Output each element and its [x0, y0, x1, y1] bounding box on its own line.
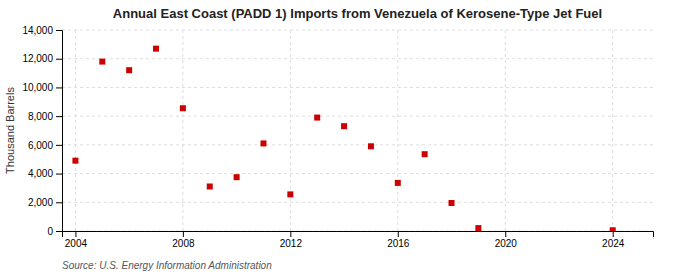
- x-tick: 2008: [172, 231, 195, 249]
- y-tick-label: 6,000: [28, 140, 53, 151]
- point: [287, 191, 293, 197]
- point: [449, 200, 455, 206]
- y-tick-mark: [56, 30, 62, 31]
- y-tick-mark: [56, 202, 62, 203]
- x-tick: 2020: [495, 231, 518, 249]
- chart: 2004 2008 2012 2016 2020 2024 0 2,000 4,000 6,000…: [0, 0, 675, 275]
- x-axis: 2004 2008 2012 2016 2020 2024: [63, 231, 654, 249]
- point: [234, 174, 240, 180]
- point: [341, 123, 347, 129]
- title: Annual East Coast (PADD 1) Imports from …: [113, 6, 602, 21]
- plot-area: 2004 2008 2012 2016 2020 2024 0 2,000 4,000 6,000…: [22, 25, 653, 249]
- x-tick-mark: [505, 231, 506, 237]
- point: [126, 67, 132, 73]
- x-grid-line: [397, 30, 398, 231]
- point: [395, 180, 401, 186]
- source-note: Source: U.S. Energy Information Administ…: [62, 260, 272, 271]
- x-tick-mark: [398, 231, 399, 237]
- y-axis-line: [56, 31, 63, 232]
- y-tick-mark: [56, 231, 62, 232]
- x-tick: 2016: [387, 231, 410, 249]
- y-axis: 0 2,000 4,000 6,000 8,000 10,000 12,000 14,000: [22, 25, 62, 237]
- y-tick-mark: [56, 174, 62, 175]
- x-tick-label: 2012: [280, 238, 303, 249]
- y-tick-mark: [56, 87, 62, 88]
- y-tick-mark: [56, 59, 62, 60]
- y-tick: 4,000: [28, 168, 62, 179]
- y-tick: 2,000: [28, 197, 62, 208]
- y-tick-label: 14,000: [22, 25, 53, 36]
- point: [314, 115, 320, 121]
- point: [368, 143, 374, 149]
- x-grid-line: [75, 30, 76, 231]
- point: [99, 59, 105, 65]
- x-tick-mark: [183, 231, 184, 237]
- y-tick: 0: [47, 226, 62, 237]
- y-tick-label: 0: [47, 226, 53, 237]
- point: [422, 151, 428, 157]
- points: [72, 46, 615, 231]
- y-grid-line: [62, 173, 653, 174]
- point: [153, 46, 159, 52]
- x-tick-mark: [613, 231, 614, 237]
- x-grid-line: [290, 30, 291, 231]
- point: [72, 158, 78, 164]
- y-tick: 14,000: [22, 25, 62, 36]
- point: [260, 140, 266, 146]
- y-tick: 8,000: [28, 111, 62, 122]
- x-grid-line: [612, 30, 613, 231]
- x-tick: 2012: [280, 231, 303, 249]
- y-tick-label: 8,000: [28, 111, 53, 122]
- y-tick-label: 12,000: [22, 53, 53, 64]
- y-grid-line: [62, 144, 653, 145]
- y-grid-line: [62, 58, 653, 59]
- x-axis-line: [63, 232, 654, 238]
- y-grid-line: [62, 116, 653, 117]
- y-tick-label: 10,000: [22, 82, 53, 93]
- y-tick: 10,000: [22, 82, 62, 93]
- y-axis-title: Thousand Barrels: [4, 87, 16, 174]
- point: [610, 227, 616, 231]
- y-tick: 12,000: [22, 53, 62, 64]
- y-tick-label: 4,000: [28, 168, 53, 179]
- point: [180, 105, 186, 111]
- x-tick-label: 2020: [495, 238, 518, 249]
- x-tick-mark: [75, 231, 76, 237]
- y-grid-line: [62, 87, 653, 88]
- y-tick-mark: [56, 145, 62, 146]
- x-tick: 2024: [602, 231, 625, 249]
- y-tick: 6,000: [28, 140, 62, 151]
- x-tick-label: 2008: [172, 238, 195, 249]
- y-tick-label: 2,000: [28, 197, 53, 208]
- x-grid-line: [505, 30, 506, 231]
- grid: [62, 30, 653, 231]
- x-tick: 2004: [65, 231, 88, 249]
- y-grid-line: [62, 202, 653, 203]
- x-tick-label: 2016: [387, 238, 410, 249]
- y-grid-line: [62, 30, 653, 31]
- x-tick-label: 2004: [65, 238, 88, 249]
- x-grid-line: [182, 30, 183, 231]
- x-tick-mark: [290, 231, 291, 237]
- y-tick-mark: [56, 116, 62, 117]
- point: [475, 225, 481, 231]
- x-tick-label: 2024: [602, 238, 625, 249]
- point: [207, 183, 213, 189]
